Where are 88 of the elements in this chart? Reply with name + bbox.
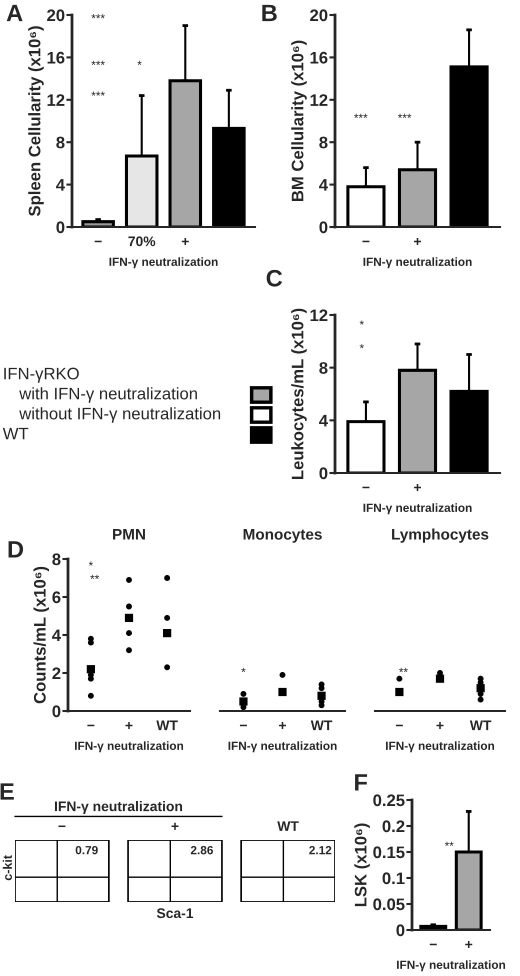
category-label: without IFN-γ neutralization — [19, 407, 220, 423]
x-tick-label: − — [396, 724, 403, 726]
y-tick-label: 0 — [319, 221, 328, 234]
annotation: * — [360, 320, 364, 325]
category-label: − — [58, 826, 66, 828]
y-tick-label: 0.25 — [373, 794, 405, 806]
category-label: WT — [2, 428, 28, 440]
y-tick-label: 4 — [52, 630, 61, 642]
text: 2.12 — [309, 846, 332, 854]
annotation: * — [88, 562, 93, 566]
y-tick-label: 20 — [310, 9, 328, 22]
x-tick-label: WT — [310, 720, 332, 730]
annotation: *** — [91, 92, 105, 96]
y-tick-label: 0.15 — [373, 846, 405, 858]
y-tick-label: 16 — [48, 52, 64, 64]
x-axis-title: IFN-γ neutralization — [228, 741, 337, 752]
x-tick-label: + — [182, 238, 189, 245]
y-tick-label: 4 — [319, 179, 328, 191]
x-tick-label: + — [414, 238, 421, 245]
y-tick-label: 6 — [52, 591, 60, 604]
chart-title: PMN — [113, 529, 145, 540]
x-axis-title: IFN-γ neutralization — [397, 960, 506, 972]
text: 2.86 — [190, 846, 213, 854]
text: IFN-γ neutralization — [54, 801, 182, 814]
chart-title: Lymphocytes — [392, 528, 488, 543]
y-tick-label: 4 — [56, 179, 65, 191]
annotation: ** — [399, 668, 408, 672]
y-tick-label: 16 — [310, 52, 328, 64]
annotation: *** — [354, 114, 368, 118]
text: 0.79 — [76, 846, 98, 854]
y-axis-title: Spleen Cellularity (x10⁶) — [28, 26, 44, 216]
annotation: ** — [444, 842, 454, 846]
category-label: with IFN-γ neutralization — [19, 387, 197, 403]
text: E — [0, 783, 14, 800]
y-axis-title: LSK (x10⁶) — [354, 824, 370, 906]
category-label: + — [172, 822, 178, 830]
x-axis-title: IFN-γ neutralization — [110, 257, 218, 268]
x-axis-title: IFN-γ neutralization — [364, 257, 472, 268]
y-axis-title: Counts/mL (x10⁶) — [33, 566, 50, 704]
y-tick-label: 2 — [52, 667, 60, 680]
x-tick-label: − — [362, 240, 370, 242]
text: c-kit — [2, 855, 12, 880]
text: D — [8, 541, 24, 558]
y-tick-label: 8 — [319, 136, 328, 148]
y-tick-label: 8 — [52, 553, 61, 566]
text: B — [262, 4, 277, 22]
x-tick-label: 70% — [128, 236, 156, 246]
annotation: *** — [91, 14, 105, 18]
x-tick-label: + — [436, 722, 444, 729]
x-tick-label: WT — [156, 720, 178, 730]
y-tick-label: 0 — [319, 467, 328, 480]
annotation: *** — [91, 60, 105, 65]
text: C — [266, 270, 282, 287]
category-label: IFN-γRKO — [4, 368, 79, 383]
y-axis-title: BM Cellularity (x10⁶) — [291, 40, 307, 202]
annotation: * — [360, 344, 364, 348]
x-tick-label: − — [87, 724, 94, 726]
x-tick-label: + — [126, 722, 132, 729]
annotation: ** — [90, 574, 100, 579]
x-tick-label: − — [240, 724, 247, 726]
y-tick-label: 0.2 — [382, 820, 404, 832]
y-tick-label: 8 — [319, 362, 328, 374]
y-tick-label: 4 — [319, 414, 328, 426]
x-tick-label: WT — [470, 720, 492, 730]
y-tick-label: 0 — [52, 705, 60, 718]
y-tick-label: 0.05 — [373, 898, 405, 910]
y-tick-label: 8 — [56, 136, 65, 148]
y-tick-label: 0 — [396, 924, 404, 936]
chart-title: Monocytes — [244, 529, 322, 543]
y-tick-label: 20 — [47, 9, 64, 22]
x-axis-title: IFN-γ neutralization — [386, 741, 494, 752]
text: Sca-1 — [156, 908, 194, 918]
text: A — [6, 4, 23, 22]
x-tick-label: − — [94, 240, 102, 242]
annotation: * — [241, 668, 246, 672]
y-tick-label: 12 — [310, 94, 328, 106]
category-label: WT — [277, 821, 299, 831]
annotation: * — [137, 60, 142, 65]
y-tick-label: 0 — [56, 221, 64, 234]
annotation: *** — [398, 114, 412, 118]
y-tick-label: 0.1 — [382, 872, 405, 884]
x-axis-title: IFN-γ neutralization — [364, 503, 472, 514]
x-axis-title: IFN-γ neutralization — [75, 741, 184, 752]
text: F — [355, 774, 368, 791]
y-axis-title: Leukocytes/mL (x10⁶) — [291, 308, 307, 480]
y-tick-label: 12 — [310, 309, 328, 322]
x-tick-label: + — [279, 722, 286, 729]
y-tick-label: 12 — [48, 94, 64, 106]
